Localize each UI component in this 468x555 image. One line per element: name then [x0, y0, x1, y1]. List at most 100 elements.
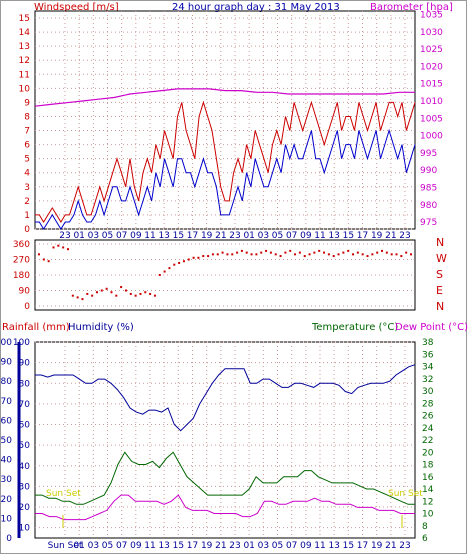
wind-axis-tick: 1	[24, 211, 30, 221]
temp-x-tick: 01	[73, 541, 84, 551]
wind-x-tick: 01	[73, 231, 84, 241]
sunset-label-2: Sun Set	[388, 489, 423, 499]
wind-x-tick: 01	[243, 231, 254, 241]
temperature-axis-tick: 36	[422, 350, 434, 360]
compass-label: S	[436, 268, 443, 281]
temperature-axis-tick: 26	[422, 412, 434, 422]
graph-title: 24 hour graph day : 31 May 2013	[172, 2, 340, 13]
direction-point	[298, 251, 301, 254]
baro-axis-tick: 985	[420, 183, 437, 193]
baro-axis-tick: 1015	[420, 80, 443, 90]
humidity-axis-tick: 90	[19, 359, 31, 369]
direction-point	[110, 291, 113, 294]
direction-point	[289, 249, 292, 252]
direction-point	[303, 255, 306, 258]
rain-axis-tick: 100	[0, 338, 12, 348]
direction-point	[337, 253, 340, 256]
direction-point	[42, 258, 45, 261]
direction-point	[395, 253, 398, 256]
direction-point	[144, 291, 147, 294]
wind-axis-tick: 4	[24, 169, 30, 179]
direction-axis-tick: 360	[13, 240, 30, 250]
wind-series-line	[35, 128, 416, 230]
baro-series-line	[34, 88, 415, 107]
baro-axis-tick: 1020	[420, 62, 443, 72]
wind-x-tick: 15	[343, 231, 354, 241]
temp-grid	[17, 341, 415, 538]
wind-axis-tick: 11	[19, 70, 30, 80]
rain-axis-tick: 90	[1, 358, 13, 368]
temperature-axis-tick: 18	[422, 461, 434, 471]
direction-point	[52, 246, 55, 249]
wind-axis-tick: 15	[19, 14, 30, 24]
direction-point	[405, 251, 408, 254]
direction-point	[371, 253, 374, 256]
humidity-axis-tick: 30	[19, 482, 31, 492]
direction-point	[158, 274, 161, 276]
direction-point	[129, 292, 132, 295]
direction-point	[95, 291, 98, 294]
baro-axis-tick: 975	[420, 218, 437, 228]
direction-point	[178, 261, 181, 264]
compass-label: E	[436, 284, 443, 297]
direction-point	[265, 249, 268, 252]
wind-x-tick: 17	[357, 231, 368, 241]
direction-point	[91, 294, 94, 297]
temp-x-tick: 09	[300, 541, 312, 551]
wind-x-tick: 15	[173, 231, 184, 241]
temperature-axis-tick: 30	[422, 387, 434, 397]
temp-x-tick: 03	[258, 541, 269, 551]
temp-x-tick: 19	[201, 541, 213, 551]
direction-point	[385, 251, 388, 254]
dewpoint-title: Dew Point (°C)	[395, 322, 468, 333]
direction-point	[226, 253, 229, 256]
temp-x-tick: 11	[144, 541, 155, 551]
humidity-axis-tick: 20	[19, 503, 31, 513]
direction-point	[139, 292, 142, 295]
direction-point	[105, 287, 108, 290]
wind-axis-tick: 12	[19, 56, 30, 66]
direction-point	[390, 253, 393, 256]
wind-axis-tick: 6	[24, 141, 30, 151]
temperature-axis-tick: 20	[422, 448, 434, 458]
direction-point	[352, 253, 355, 256]
direction-point	[216, 253, 219, 256]
wind-axis-tick: 3	[24, 183, 30, 193]
compass-label: W	[436, 252, 447, 265]
temp-x-tick: 15	[173, 541, 184, 551]
humidity-axis-labels: 10 20 30 40 50 60 70 80 90 100	[13, 338, 30, 534]
temp-x-tick: 13	[158, 541, 169, 551]
rain-axis-tick: 10	[1, 514, 13, 524]
direction-point	[323, 251, 326, 254]
temp-x-tick: 17	[357, 541, 368, 551]
wind-x-tick: 07	[286, 231, 297, 241]
direction-point	[202, 255, 205, 258]
temperature-axis-tick: 34	[422, 363, 434, 373]
temperature-title: Temperature (°C)	[311, 322, 398, 333]
temperature-axis-tick: 10	[422, 510, 434, 520]
temp-x-tick: 17	[187, 541, 198, 551]
direction-point	[240, 249, 243, 252]
wind-x-tick: 19	[371, 231, 383, 241]
wind-x-tick: 19	[201, 231, 213, 241]
direction-point	[57, 244, 60, 247]
wind-panel	[34, 10, 416, 230]
wind-x-tick: 13	[158, 231, 169, 241]
humidity-axis-tick: 60	[19, 421, 31, 431]
rain-axis-tick: 60	[1, 416, 13, 426]
baro-axis-tick: 980	[420, 201, 437, 211]
wind-x-tick: 21	[215, 231, 226, 241]
baro-axis-tick: 1010	[420, 97, 443, 107]
wind-axis-tick: 0	[24, 225, 30, 235]
rain-axis-tick: 70	[1, 397, 13, 407]
wind-x-tick: 05	[272, 231, 283, 241]
direction-point	[327, 253, 330, 256]
temperature-axis-tick: 28	[422, 399, 434, 409]
baro-axis-tick: 1005	[420, 114, 443, 124]
temp-x-tick: 01	[243, 541, 254, 551]
baro-axis-tick: 1030	[420, 28, 443, 38]
direction-points	[38, 244, 412, 301]
wind-x-tick: 11	[314, 231, 325, 241]
